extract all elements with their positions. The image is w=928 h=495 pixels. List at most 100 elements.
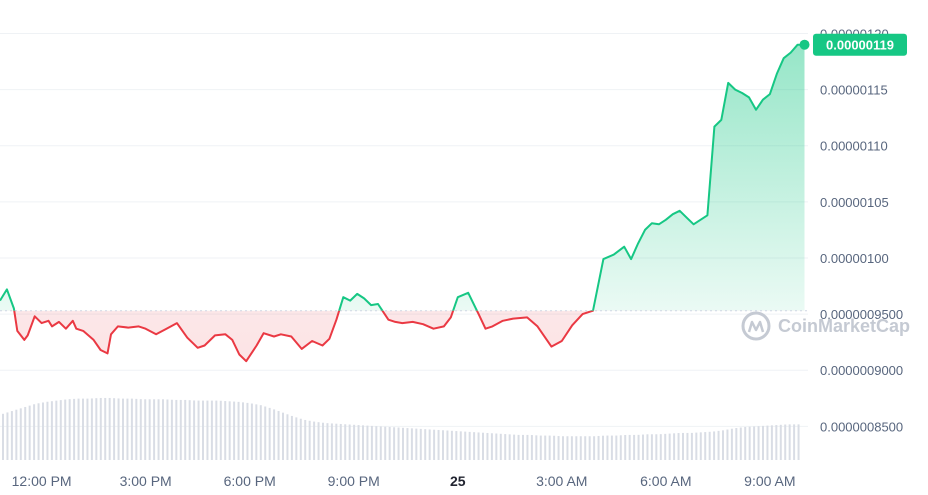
volume-bar (424, 429, 427, 460)
volume-bar (215, 400, 218, 460)
volume-bar (210, 400, 213, 460)
volume-bar (757, 426, 760, 460)
volume-bar (695, 432, 698, 460)
volume-bar (775, 425, 778, 460)
volume-bar (539, 435, 542, 460)
volume-bar (602, 435, 604, 460)
price-line-down[interactable] (0, 45, 805, 363)
volume-bar (113, 398, 116, 460)
volume-bar (162, 399, 164, 460)
volume-bar (562, 436, 564, 460)
volume-bar (290, 415, 293, 460)
volume-bar (446, 430, 449, 460)
volume-bar (144, 399, 147, 460)
volume-bar (766, 425, 769, 460)
volume-bar (15, 409, 18, 460)
current-price-dot[interactable] (799, 39, 810, 50)
volume-bar (762, 425, 764, 460)
volume-bar (148, 399, 151, 460)
volume-bar (588, 436, 591, 460)
volume-bar (770, 425, 773, 460)
volume-bar (433, 429, 436, 460)
volume-bar (508, 434, 511, 460)
volume-bar (486, 432, 489, 460)
volume-bar (353, 424, 356, 460)
volume-bar (624, 435, 627, 460)
volume-bar (24, 406, 27, 460)
volume-bar (686, 432, 689, 460)
volume-bar (468, 431, 471, 460)
volume-bar (357, 425, 360, 460)
y-tick-label: 0.0000008500 (820, 419, 903, 434)
volume-bar (277, 411, 280, 460)
volume-bar (228, 401, 231, 460)
volume-bar (673, 433, 676, 460)
volume-bar (339, 423, 342, 460)
volume-bar (553, 435, 556, 460)
volume-bar (286, 414, 289, 460)
volume-bar (219, 400, 222, 460)
volume-bar (610, 435, 613, 460)
volume-bar (713, 431, 716, 460)
volume-bar (95, 398, 98, 460)
volume-bar (64, 399, 67, 460)
volume-bar (104, 397, 107, 460)
volume-bar (530, 435, 533, 460)
volume-bar (73, 398, 76, 460)
volume-bar (722, 430, 724, 460)
volume-bar (42, 402, 44, 460)
volume-bar (344, 424, 347, 460)
volume-bar (548, 435, 551, 460)
volume-bar (170, 399, 173, 460)
volume-bar (19, 408, 22, 460)
volume-bar (464, 431, 467, 460)
x-tick-label: 3:00 PM (120, 473, 172, 489)
volume-bar (784, 424, 787, 460)
x-tick-label: 6:00 AM (640, 473, 691, 489)
volume-bar (544, 435, 547, 460)
volume-bar (473, 432, 476, 460)
volume-bar (619, 435, 622, 460)
volume-bar (268, 407, 271, 460)
volume-bar (122, 398, 124, 460)
volume-bar (317, 422, 320, 460)
volume-bar (699, 432, 702, 460)
volume-bar (46, 401, 49, 460)
volume-bar (437, 429, 440, 460)
volume-bar (753, 426, 756, 460)
volume-bar (90, 398, 93, 460)
y-tick-label: 0.00000115 (820, 83, 888, 98)
volume-bar (108, 397, 111, 460)
volume-bar (193, 400, 196, 460)
volume-bar (330, 423, 333, 460)
volume-bar (642, 434, 644, 460)
volume-bar (570, 436, 573, 460)
volume-bar (28, 405, 31, 460)
volume-bar (410, 428, 413, 460)
volume-bar (793, 424, 796, 460)
volume-bar (77, 398, 80, 460)
y-tick-label: 0.0000009500 (820, 307, 903, 322)
volume-bar (237, 401, 240, 460)
watermark-text: CoinMarketCap (778, 316, 910, 336)
volume-bar (59, 400, 62, 460)
y-tick-label: 0.00000100 (820, 251, 889, 266)
volume-bar (348, 424, 351, 460)
volume-bar (273, 409, 276, 460)
x-tick-label: 25 (450, 473, 466, 489)
volume-bar (517, 434, 520, 460)
volume-bar (744, 426, 747, 460)
volume-bar (153, 399, 156, 460)
volume-bar (86, 398, 89, 460)
price-line-up[interactable] (0, 43, 805, 362)
volume-bar (442, 430, 444, 460)
volume-bar (197, 400, 200, 460)
volume-bar (282, 412, 284, 460)
volume-bar (308, 420, 311, 460)
volume-bar (82, 398, 84, 460)
volume-bar (628, 434, 631, 460)
x-tick-label: 12:00 PM (12, 473, 72, 489)
volume-bar (50, 401, 53, 460)
